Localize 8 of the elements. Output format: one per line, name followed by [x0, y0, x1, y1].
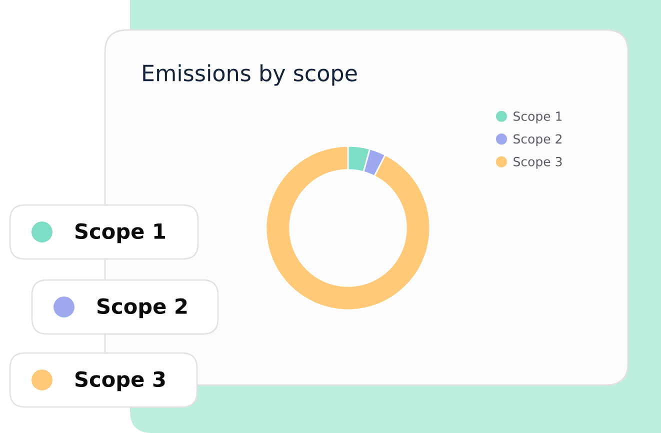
donut-slice — [265, 145, 431, 311]
category-label: Scope 2 — [97, 298, 187, 318]
legend-label: Scope 2 — [514, 134, 562, 146]
chart-title: Emissions by scope — [143, 64, 357, 86]
legend-label: Scope 1 — [514, 111, 562, 124]
category-label: Scope 3 — [75, 371, 165, 392]
legend-label: Scope 3 — [514, 156, 562, 169]
category-label: Scope 1 — [75, 223, 166, 244]
